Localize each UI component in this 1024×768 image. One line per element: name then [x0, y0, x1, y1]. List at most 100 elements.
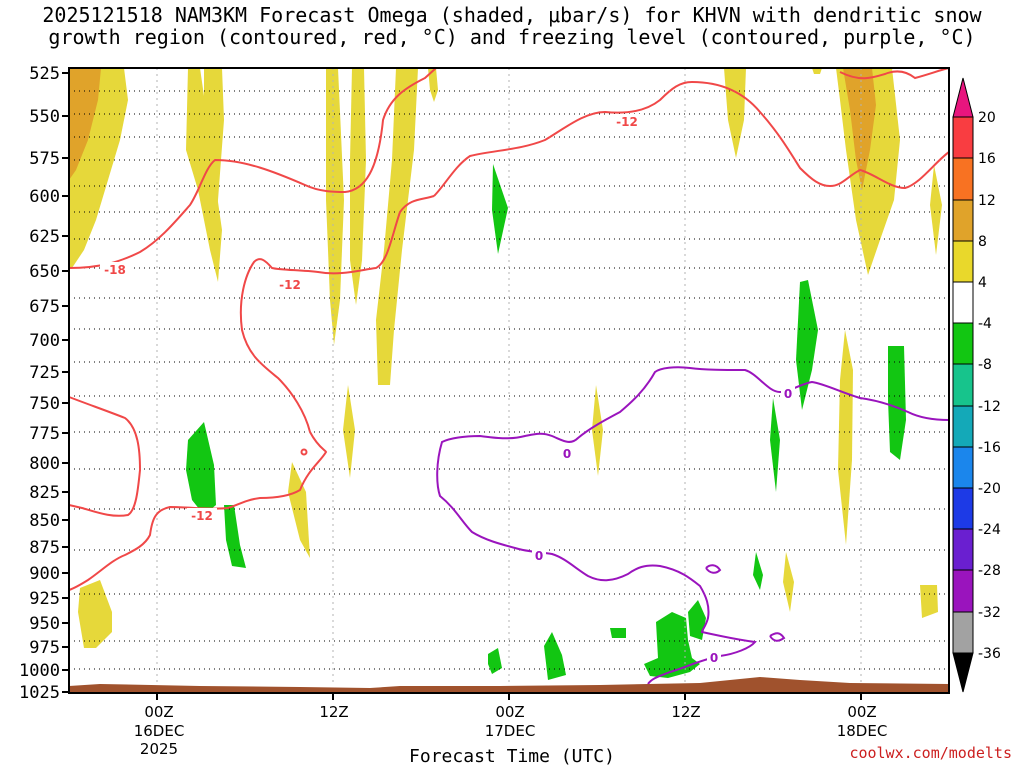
omega-negative-region [796, 280, 818, 410]
omega-positive-region [376, 68, 418, 385]
contour-label: 0 [784, 387, 792, 401]
omega-positive-region [592, 385, 603, 476]
contour-label: -18 [104, 263, 126, 277]
colorbar-label: -20 [978, 481, 1001, 497]
freezing-contour-loop [705, 564, 722, 574]
omega-negative-regions [186, 164, 906, 680]
y-tick-label: 725 [29, 363, 60, 383]
colorbar-labels: 20 16 12 8 4 -4 -8 -12 -16 -20 -24 -28 -… [978, 110, 1001, 662]
colorbar-label: -28 [978, 563, 1001, 579]
colorbar-label: 4 [978, 275, 987, 291]
y-tick-label: 900 [29, 564, 60, 584]
colorbar-segment [952, 116, 974, 159]
y-tick-label: 650 [29, 262, 60, 282]
colorbar [952, 77, 974, 693]
colorbar-label: -4 [978, 316, 992, 332]
x-tick-label: 2025 [140, 740, 178, 758]
contour-label: -12 [279, 278, 301, 292]
dgz-contour-upper-right [433, 80, 950, 197]
y-tick-label: 950 [29, 614, 60, 634]
colorbar-segment [952, 322, 974, 365]
omega-negative-region [488, 648, 502, 674]
colorbar-segment [952, 487, 974, 530]
colorbar-segment [952, 446, 974, 489]
omega-negative-region [888, 346, 906, 460]
contour-label: -12 [616, 115, 638, 129]
colorbar-label: 16 [978, 151, 996, 167]
omega-negative-region [492, 164, 508, 254]
colorbar-segment [952, 157, 974, 201]
colorbar-segment [952, 528, 974, 571]
y-tick-label: 700 [29, 331, 60, 351]
colorbar-bottom-arrow [952, 652, 974, 693]
x-tick-label: 16DEC [134, 722, 185, 740]
colorbar-segment [952, 281, 974, 324]
x-tick-label: 18DEC [837, 722, 888, 740]
omega-negative-region [753, 552, 763, 590]
colorbar-top-arrow [952, 77, 974, 118]
colorbar-label: -36 [978, 646, 1001, 662]
colorbar-segment [952, 363, 974, 407]
contour-label: 0 [535, 549, 543, 563]
y-axis-labels: 525 550 575 600 625 650 675 700 725 750 … [19, 64, 60, 703]
x-tick-label: 00Z [144, 703, 173, 721]
omega-negative-region [770, 398, 780, 492]
y-tick-label: 825 [29, 483, 60, 503]
contour-labels: -18 -12 -12 -12 0 0 0 0 [100, 114, 795, 665]
omega-positive-region [204, 68, 224, 260]
y-tick-label: 1000 [19, 661, 60, 681]
omega-negative-region [186, 422, 216, 515]
contour-label: -12 [191, 509, 213, 523]
freezing-contour [436, 366, 950, 685]
contour-label: 0 [710, 651, 718, 665]
colorbar-segment [952, 569, 974, 613]
omega-strong-regions [69, 68, 876, 190]
omega-negative-region [544, 632, 566, 680]
dgz-contour-mid [68, 195, 435, 591]
y-tick-label: 575 [29, 149, 60, 169]
y-axis [62, 72, 69, 693]
dendritic-growth-contours [68, 67, 950, 591]
colorbar-label: -16 [978, 440, 1001, 456]
omega-negative-region [224, 505, 246, 568]
y-tick-label: 875 [29, 538, 60, 558]
chart-title-line2: growth region (contoured, red, °C) and f… [48, 25, 976, 49]
omega-positive-region [838, 330, 853, 545]
omega-negative-region [644, 612, 700, 678]
y-tick-label: 625 [29, 227, 60, 247]
x-axis [156, 693, 862, 700]
x-tick-label: 00Z [847, 703, 876, 721]
dgz-contour-left [68, 396, 142, 517]
x-axis-title: Forecast Time (UTC) [409, 746, 615, 767]
omega-positive-region [930, 165, 942, 255]
y-tick-label: 1025 [19, 683, 60, 703]
x-tick-label: 00Z [495, 703, 524, 721]
omega-positive-region [288, 462, 310, 558]
chart-title-line1: 2025121518 NAM3KM Forecast Omega (shaded… [42, 3, 982, 27]
omega-strong-region [69, 68, 101, 180]
dgz-contour-top-right [839, 67, 950, 80]
freezing-level-contours [436, 366, 950, 685]
y-tick-label: 800 [29, 454, 60, 474]
x-axis-labels: 00Z 16DEC 2025 12Z 00Z 17DEC 12Z 00Z 18D… [134, 703, 888, 758]
omega-positive-region [920, 585, 938, 618]
colorbar-label: 20 [978, 110, 996, 126]
x-tick-label: 12Z [671, 703, 700, 721]
y-tick-label: 775 [29, 424, 60, 444]
dgz-contour-upper [68, 67, 437, 269]
omega-positive-region [428, 68, 438, 102]
colorbar-segment [952, 199, 974, 242]
x-tick-label: 12Z [319, 703, 348, 721]
omega-negative-region [610, 628, 626, 638]
y-tick-label: 600 [29, 187, 60, 207]
surface-terrain [69, 677, 949, 693]
contour-label: 0 [563, 447, 571, 461]
freezing-contour-loop [769, 632, 786, 642]
y-tick-label: 925 [29, 589, 60, 609]
x-tick-label: 17DEC [485, 722, 536, 740]
colorbar-label: -12 [978, 399, 1001, 415]
credit-link[interactable]: coolwx.com/modelts [849, 744, 1012, 762]
y-tick-label: 525 [29, 64, 60, 84]
y-tick-label: 850 [29, 511, 60, 531]
